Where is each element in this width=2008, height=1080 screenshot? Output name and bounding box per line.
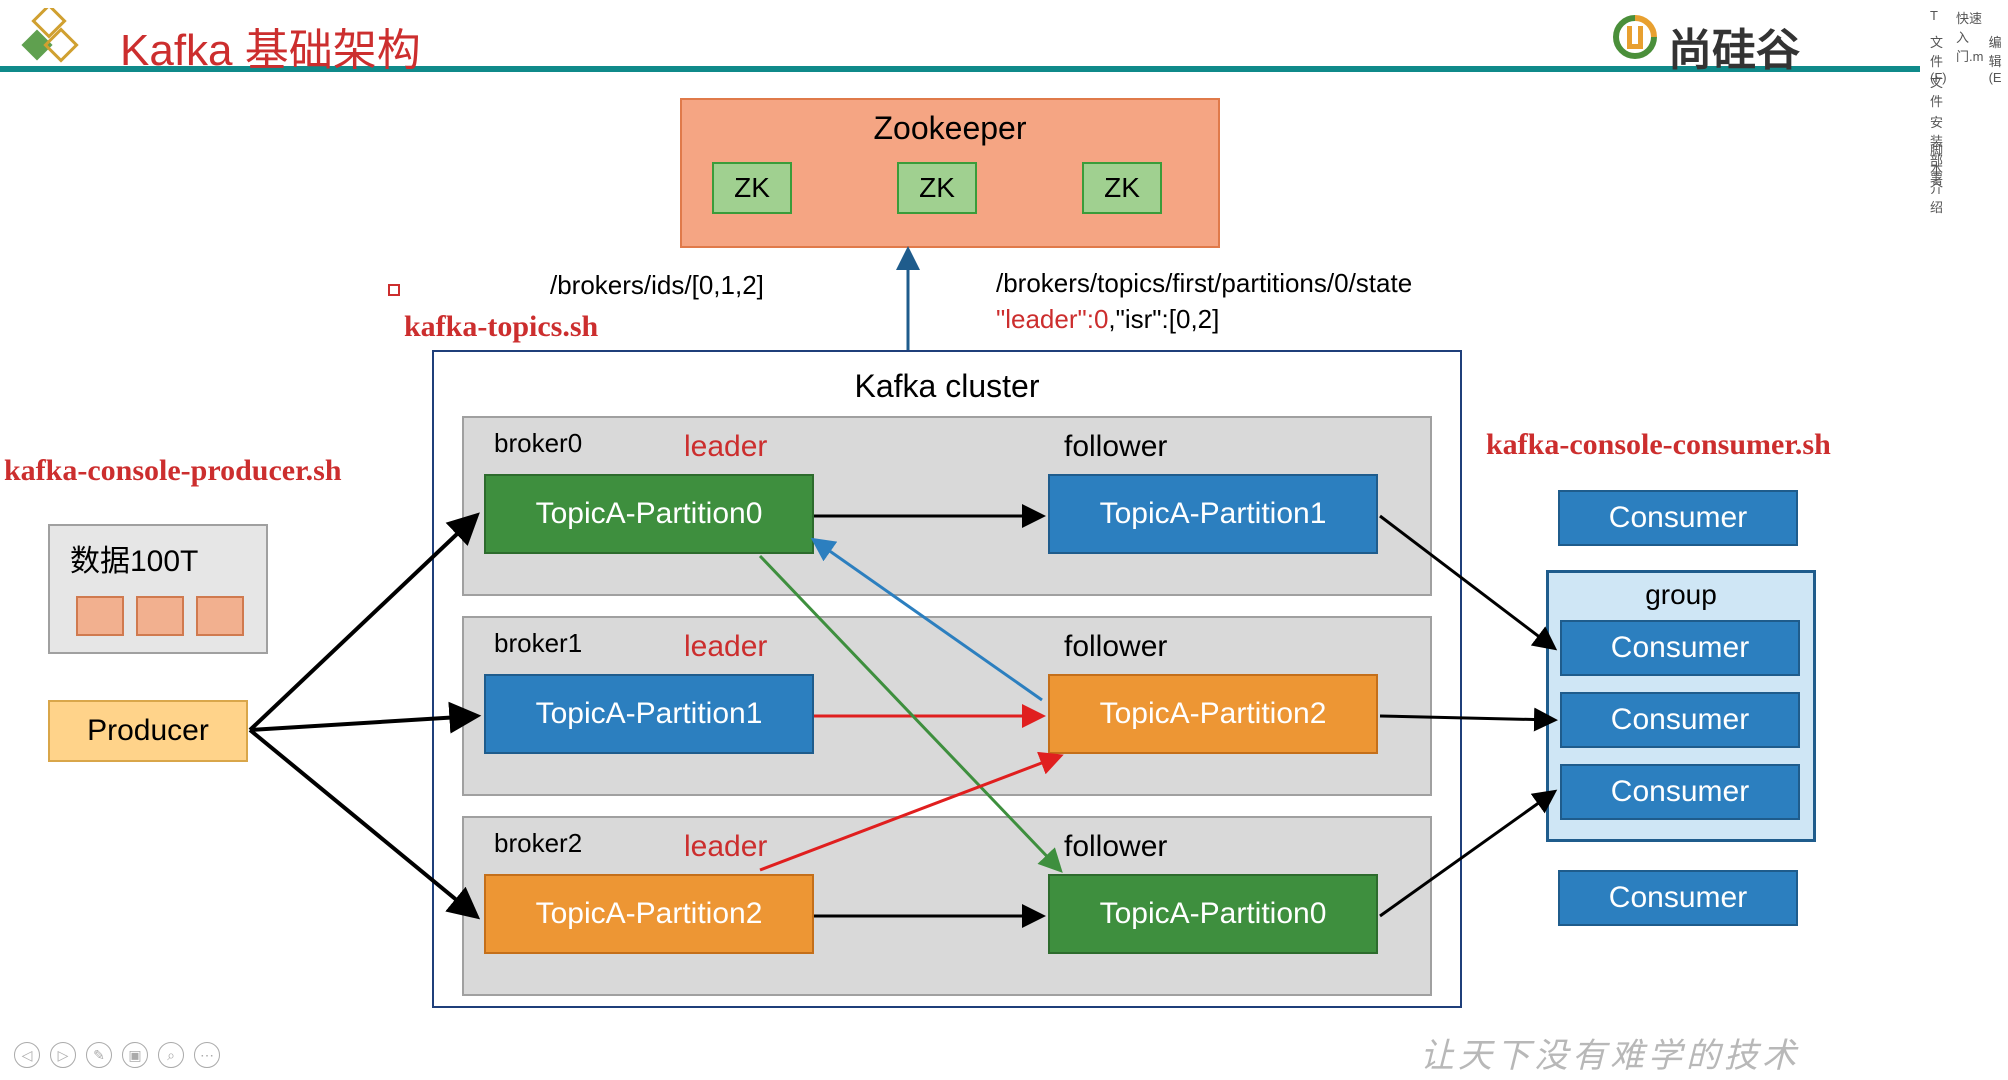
broker-name: broker1 [494, 628, 582, 659]
partition-follower: TopicA-Partition2 [1048, 674, 1378, 754]
script-producer-label: kafka-console-producer.sh [4, 454, 342, 488]
cursor-marker [388, 284, 400, 296]
zookeeper-label: Zookeeper [682, 110, 1218, 147]
role-leader: leader [684, 430, 767, 464]
group-label: group [1549, 579, 1813, 611]
role-leader: leader [684, 830, 767, 864]
zk-path-isr: ,"isr":[0,2] [1108, 304, 1219, 334]
toolbar-btn-0[interactable]: ◁ [14, 1042, 40, 1068]
menu-line5[interactable]: 脚本介绍 [1930, 140, 1943, 216]
data-chunk-0 [76, 596, 124, 636]
partition-follower: TopicA-Partition0 [1048, 874, 1378, 954]
consumer-bottom: Consumer [1558, 870, 1798, 926]
toolbar-btn-3[interactable]: ▣ [122, 1042, 148, 1068]
toolbar-btn-5[interactable]: ⋯ [194, 1042, 220, 1068]
menu-line3[interactable]: 文件 [1930, 72, 1943, 110]
zk-path-left: /brokers/ids/[0,1,2] [550, 270, 764, 301]
role-leader: leader [684, 630, 767, 664]
brand-name: 尚硅谷 [1668, 14, 1800, 78]
zk-node-2: ZK [1082, 162, 1162, 214]
script-topics-label: kafka-topics.sh [404, 310, 598, 344]
producer-data-label: 数据100T [70, 536, 198, 580]
consumer-top: Consumer [1558, 490, 1798, 546]
broker-name: broker0 [494, 428, 582, 459]
page-title: Kafka 基础架构 [120, 14, 421, 78]
partition-leader: TopicA-Partition0 [484, 474, 814, 554]
script-consumer-label: kafka-console-consumer.sh [1486, 428, 1831, 462]
zk-node-1: ZK [897, 162, 977, 214]
watermark-text: 让天下没有难学的技术 [1420, 1028, 1800, 1077]
bottom-toolbar: ◁ ▷ ✎ ▣ ⌕ ⋯ [14, 1042, 220, 1068]
group-consumer-0: Consumer [1560, 620, 1800, 676]
broker-0: broker0 leader follower TopicA-Partition0 To… [462, 416, 1432, 596]
broker-1: broker1 leader follower TopicA-Partition1 To… [462, 616, 1432, 796]
zk-path-right2: "leader":0,"isr":[0,2] [996, 304, 1219, 335]
partition-leader: TopicA-Partition1 [484, 674, 814, 754]
cluster-label: Kafka cluster [434, 368, 1460, 405]
zookeeper-nodes: ZK ZK ZK [712, 162, 1162, 214]
data-chunk-2 [196, 596, 244, 636]
partition-follower: TopicA-Partition1 [1048, 474, 1378, 554]
group-consumer-2: Consumer [1560, 764, 1800, 820]
zk-path-leader: "leader":0 [996, 304, 1108, 334]
zk-path-right: /brokers/topics/first/partitions/0/state [996, 268, 1412, 299]
group-consumer-1: Consumer [1560, 692, 1800, 748]
toolbar-btn-1[interactable]: ▷ [50, 1042, 76, 1068]
zk-node-0: ZK [712, 162, 792, 214]
role-follower: follower [1064, 830, 1167, 864]
role-follower: follower [1064, 630, 1167, 664]
broker-name: broker2 [494, 828, 582, 859]
producer-data-box: 数据100T [48, 524, 268, 654]
zookeeper-box: Zookeeper ZK ZK ZK [680, 98, 1220, 248]
role-follower: follower [1064, 430, 1167, 464]
toolbar-btn-2[interactable]: ✎ [86, 1042, 112, 1068]
producer-box: Producer [48, 700, 248, 762]
partition-leader: TopicA-Partition2 [484, 874, 814, 954]
toolbar-btn-4[interactable]: ⌕ [158, 1042, 184, 1068]
broker-2: broker2 leader follower TopicA-Partition2 To… [462, 816, 1432, 996]
data-chunk-1 [136, 596, 184, 636]
menu-line2b[interactable]: 编辑(E [1989, 32, 2002, 85]
